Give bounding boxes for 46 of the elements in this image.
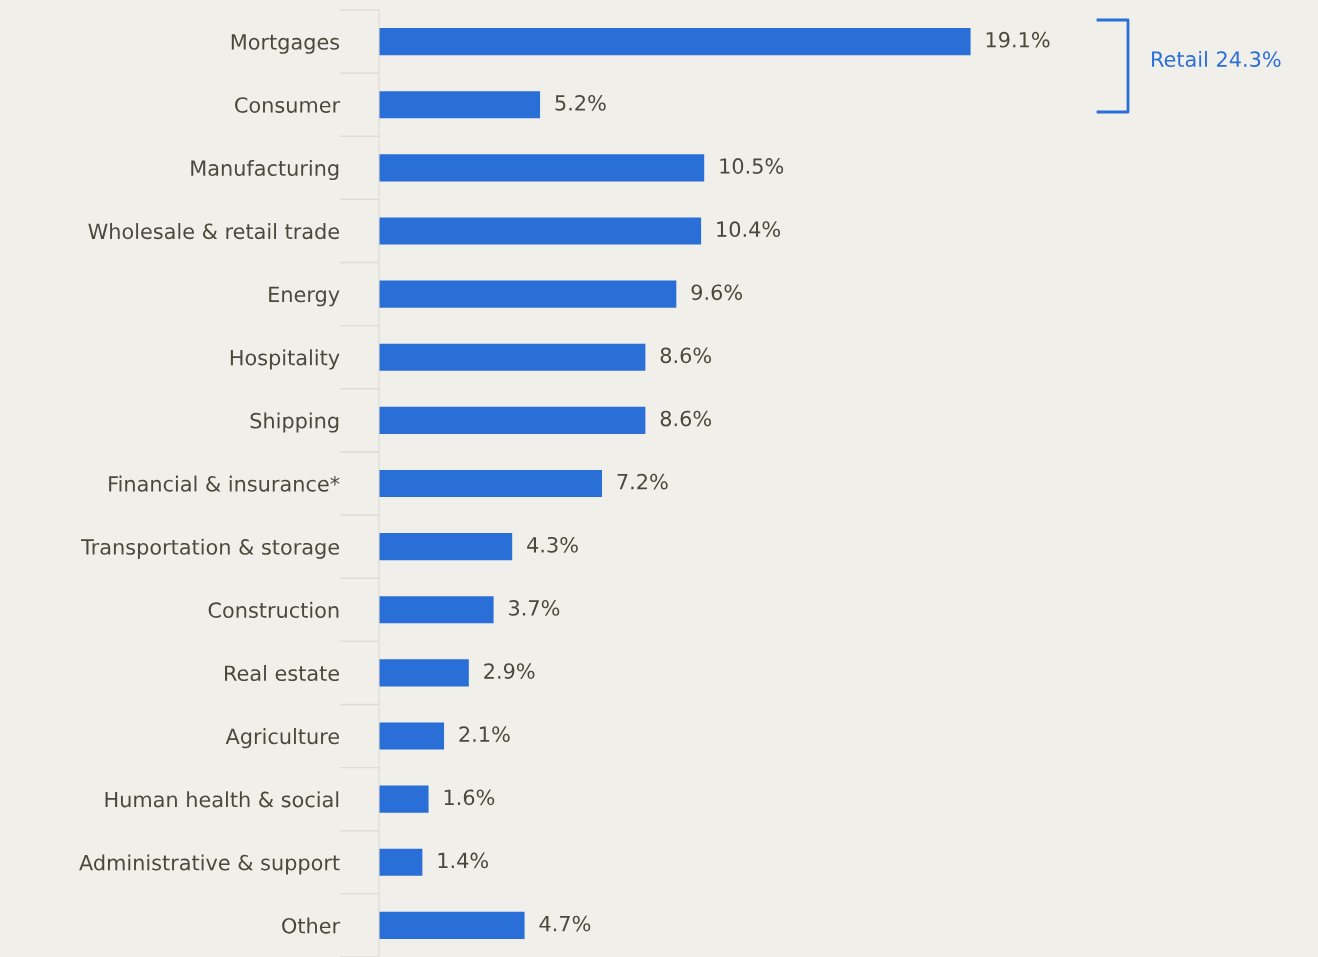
data-label: 8.6% xyxy=(660,347,712,364)
y-tick-label: Real estate xyxy=(225,664,339,682)
y-tick-label: Agriculture xyxy=(225,728,339,749)
y-tick-label: Wholesale & retail trade xyxy=(88,223,339,240)
data-label: 10.4% xyxy=(717,221,781,238)
data-label: 8.6% xyxy=(660,410,712,427)
bar xyxy=(379,722,445,750)
y-tick-label: Hospitality xyxy=(230,349,340,370)
data-label: 2.9% xyxy=(484,663,535,679)
bar xyxy=(379,217,702,245)
data-label: 4.7% xyxy=(539,915,591,932)
bar xyxy=(379,785,429,813)
data-label: 10.5% xyxy=(720,158,784,174)
y-tick-label: Consumer xyxy=(235,97,341,113)
data-label: 1.4% xyxy=(438,852,489,869)
y-tick-label: Energy xyxy=(269,286,340,307)
y-tick-label: Administrative & support xyxy=(79,854,340,875)
y-tick-label: Human health & social xyxy=(105,791,339,808)
y-tick-label: Financial & insurance* xyxy=(109,475,340,492)
bar xyxy=(379,659,469,687)
bar xyxy=(379,280,677,308)
bar xyxy=(379,343,646,371)
y-tick-label: Transportation & storage xyxy=(81,538,340,559)
data-label: 9.6% xyxy=(691,284,742,301)
data-label: 7.2% xyxy=(617,473,668,490)
bar xyxy=(379,154,705,182)
data-label: 3.7% xyxy=(509,600,560,616)
y-tick-label: Manufacturing xyxy=(191,159,339,181)
bar xyxy=(379,596,494,624)
bar xyxy=(379,848,423,876)
data-label: 5.2% xyxy=(555,94,606,111)
y-tick-label: Other xyxy=(282,917,341,934)
data-label: 1.6% xyxy=(444,789,495,806)
y-tick-label: Shipping xyxy=(250,412,339,433)
bar xyxy=(379,406,646,434)
data-label: 19.1% xyxy=(986,31,1050,48)
bar xyxy=(379,469,602,498)
data-label: 4.3% xyxy=(527,536,578,553)
text: Retail 24.3% xyxy=(1152,50,1281,68)
bar xyxy=(379,27,971,56)
y-tick-label: Mortgages xyxy=(231,34,340,54)
bar xyxy=(379,911,525,940)
bar xyxy=(379,533,513,561)
y-tick-label: Construction xyxy=(208,601,339,618)
bar xyxy=(379,91,541,119)
data-label: 2.1% xyxy=(459,726,510,743)
